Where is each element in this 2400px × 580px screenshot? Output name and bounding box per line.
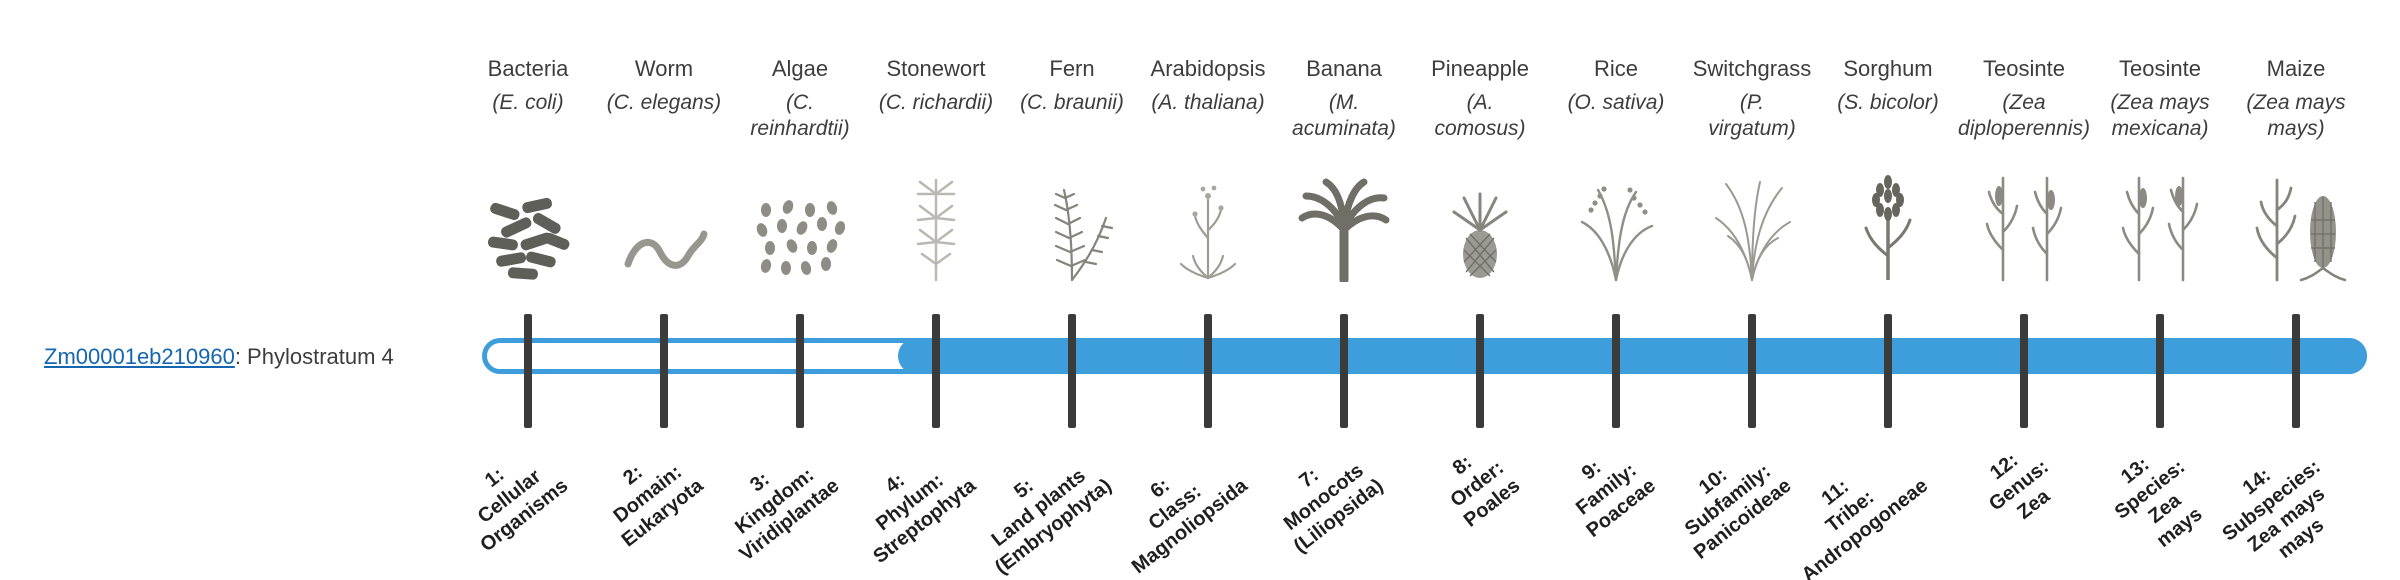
column-worm: Worm (C. elegans) 2: Domain: Eukaryota [596, 0, 732, 580]
arabidopsis-icon [1173, 164, 1243, 282]
phylostratum-label: 1: Cellular Organisms [473, 463, 572, 557]
phylostratum-tick [1068, 314, 1076, 428]
organism-scientific-name: (E. coli) [492, 91, 564, 114]
banana-icon [1296, 164, 1392, 282]
organism-name: Bacteria [487, 56, 569, 81]
column-fern: Fern (C. braunii) 5: Land plants (Embry [988, 0, 1140, 580]
column-teosinte-mexicana: Teosinte (Zea mays mexicana) 13: Species… [2092, 0, 2228, 580]
phylostratum-label: 2: Domain: Eukaryota [609, 460, 708, 552]
phylostratum-label: 9: Family: Poaceae [1571, 456, 1660, 542]
phylostratum-tick [1340, 314, 1348, 428]
organism-scientific-name: (Zea diploperennis) [1958, 91, 2090, 141]
column-switchgrass: Switchgrass (P. virgatum) 10: Subfamily:… [1681, 0, 1820, 580]
organism-name: Worm [634, 56, 694, 81]
stonewort-icon [896, 164, 976, 282]
phylostratum-tick [1884, 314, 1892, 428]
phylostratum-label: 13: Species: Zea mays [2110, 453, 2207, 552]
organism-name: Rice [1593, 56, 1638, 81]
phylostratum-tick [2292, 314, 2300, 428]
organism-scientific-name: (C. richardii) [878, 91, 994, 114]
phylostratum-tick [1612, 314, 1620, 428]
column-teosinte-diploperennis: Teosinte (Zea diploperennis) 12: Genus: … [1956, 0, 2092, 580]
organism-name: Switchgrass [1692, 56, 1812, 81]
phylostratum-tick [796, 314, 804, 428]
organism-name: Banana [1306, 56, 1382, 81]
organism-scientific-name: (A. comosus) [1434, 91, 1526, 141]
phylostratum-label: 7: Monocots (Liliopsida) [1280, 459, 1388, 558]
maize-icon [2241, 164, 2351, 282]
organism-scientific-name: (A. thaliana) [1151, 91, 1265, 114]
organism-scientific-name: (M. acuminata) [1292, 91, 1396, 141]
organism-scientific-name: (O. sativa) [1567, 91, 1665, 114]
phylostratum-tick [2020, 314, 2028, 428]
phylostratum-bar-fill [898, 338, 2367, 374]
organism-name: Teosinte [2119, 56, 2201, 81]
organism-scientific-name: (C. reinhardtii) [750, 91, 850, 141]
column-algae: Algae (C. reinhardtii) 3: Kingdom: Virid… [731, 0, 868, 580]
column-bacteria: Bacteria (E. coli) 1: Cellular Organism [460, 0, 596, 580]
bacteria-icon [482, 164, 574, 282]
phylostratum-tick [524, 314, 532, 428]
organism-name: Pineapple [1431, 56, 1529, 81]
organism-name: Stonewort [886, 56, 986, 81]
teosinte-icon [1969, 164, 2079, 282]
gene-label: Zm00001eb210960: Phylostratum 4 [44, 344, 394, 370]
organism-name: Maize [2266, 56, 2326, 81]
rice-icon [1570, 164, 1662, 282]
organism-scientific-name: (C. braunii) [1020, 91, 1124, 114]
organism-name: Algae [771, 56, 829, 81]
organism-scientific-name: (P. virgatum) [1708, 91, 1796, 141]
fern-icon [1024, 164, 1120, 282]
phylostratum-annotation: : Phylostratum 4 [234, 344, 394, 369]
phylostratum-label: 12: Genus: Zea [1985, 449, 2055, 524]
phylostratum-tick [1748, 314, 1756, 428]
worm-icon [618, 164, 710, 282]
organism-scientific-name: (Zea mays mays) [2246, 91, 2346, 141]
gene-id-link[interactable]: Zm00001eb210960 [44, 344, 235, 369]
phylostratum-tick [1476, 314, 1484, 428]
organism-name: Arabidopsis [1150, 56, 1266, 81]
phylostratum-tick [660, 314, 668, 428]
algae-icon [752, 164, 848, 282]
organism-name: Fern [1049, 56, 1095, 81]
switchgrass-icon [1706, 164, 1798, 282]
column-arabidopsis: Arabidopsis (A. thaliana) 6 [1128, 0, 1276, 580]
phylostratum-tick [1204, 314, 1212, 428]
organism-scientific-name: (S. bicolor) [1837, 91, 1939, 114]
column-sorghum: Sorghum (S. bicolor) 11: Tribe: Andropog… [1797, 0, 1956, 580]
column-maize: Maize (Zea mays mays) [2219, 0, 2364, 580]
organism-scientific-name: (Zea mays mexicana) [2110, 91, 2210, 141]
pineapple-icon [1444, 164, 1516, 282]
organism-scientific-name: (C. elegans) [606, 91, 722, 114]
teosinte-icon [2105, 164, 2215, 282]
organism-columns: Bacteria (E. coli) 1: Cellular Organism [460, 0, 2364, 580]
organism-name: Sorghum [1843, 56, 1933, 81]
organism-name: Teosinte [1983, 56, 2065, 81]
column-pineapple: Pineapple (A. comosus) 8: Order: Poales [1412, 0, 1548, 580]
phylostratum-tick [932, 314, 940, 428]
column-banana: Banana (M. acuminata) 7: Monocots (Lilio… [1276, 0, 1412, 580]
column-rice: Rice (O. sativa) 9: Family: Poaceae [1548, 0, 1684, 580]
phylostratum-label: 8: Order: Poales [1445, 451, 1524, 532]
sorghum-icon [1848, 164, 1928, 282]
column-stonewort: Stonewort (C. richardii) 4: Phylum: Stre… [868, 0, 1004, 580]
phylostratum-tick [2156, 314, 2164, 428]
